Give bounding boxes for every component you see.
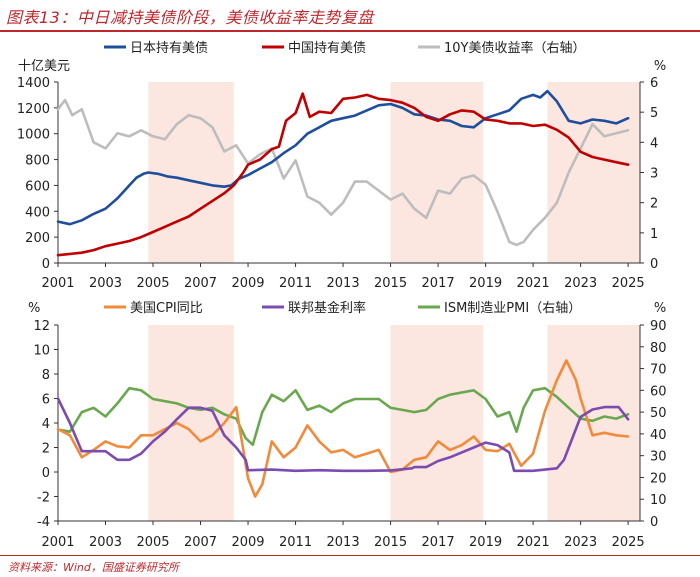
left-tick-label: 800: [25, 154, 50, 169]
legend-label: 联邦基金利率: [288, 300, 366, 316]
left-tick-label: 0: [42, 257, 50, 272]
x-tick-label: 2025: [612, 276, 645, 291]
x-tick-label: 2005: [136, 276, 169, 291]
left-tick-label: 1400: [17, 76, 50, 91]
shaded-period: [148, 325, 234, 521]
right-tick-label: 4: [650, 136, 658, 151]
source-note: 资料来源：Wind，国盛证券研究所: [8, 561, 179, 574]
left-tick-label: 12: [33, 319, 50, 334]
shaded-period: [547, 325, 640, 521]
title-rule: [0, 30, 700, 32]
right-axis-unit: %: [654, 59, 666, 74]
x-tick-label: 2025: [612, 535, 645, 550]
series-line: [56, 92, 630, 257]
right-tick-label: 50: [650, 406, 667, 421]
right-tick-label: 60: [650, 384, 667, 399]
x-tick-label: 2017: [422, 276, 455, 291]
left-tick-label: 1000: [17, 128, 50, 143]
left-tick-label: -2: [37, 491, 50, 506]
x-tick-label: 2001: [41, 535, 74, 550]
left-tick-label: 6: [42, 393, 50, 408]
x-tick-label: 2015: [374, 535, 407, 550]
x-tick-label: 2007: [184, 535, 217, 550]
left-tick-label: 8: [42, 368, 50, 383]
right-tick-label: 0: [650, 515, 658, 530]
left-tick-label: 2: [42, 442, 50, 457]
legend-label: 10Y美债收益率（右轴）: [444, 40, 585, 56]
left-tick-label: 0: [42, 466, 50, 481]
right-tick-label: 1: [650, 227, 658, 242]
x-tick-label: 2001: [41, 276, 74, 291]
series-line: [56, 89, 630, 226]
left-tick-label: 600: [25, 179, 50, 194]
right-tick-label: 6: [650, 76, 658, 91]
right-tick-label: 70: [650, 363, 667, 378]
x-tick-label: 2003: [89, 276, 122, 291]
source-rule: [0, 555, 700, 556]
x-tick-label: 2009: [231, 276, 264, 291]
left-tick-label: -4: [37, 515, 50, 530]
left-tick-label: 10: [33, 344, 50, 359]
right-tick-label: 10: [650, 493, 667, 508]
series-line: [56, 386, 630, 447]
series-line: [56, 98, 630, 247]
left-axis-unit: 十亿美元: [18, 59, 70, 74]
right-axis-unit: %: [654, 301, 666, 316]
right-tick-label: 2: [650, 197, 658, 212]
right-tick-label: 80: [650, 341, 667, 356]
right-tick-label: 5: [650, 106, 658, 121]
legend-label: 中国持有美债: [288, 41, 366, 56]
series-line: [56, 359, 630, 498]
legend-label: 美国CPI同比: [130, 301, 203, 316]
x-tick-label: 2007: [184, 276, 217, 291]
left-tick-label: 1200: [17, 102, 50, 117]
figure-title: 图表13：中日减持美债阶段，美债收益率走势复盘: [6, 8, 374, 27]
x-tick-label: 2013: [327, 276, 360, 291]
bottom-chart-panel: -4 -2 0 2 4 6 8 10 12 0 10 20 30 40 50 60 70 80 90 2001 2003…: [28, 300, 667, 550]
shaded-period: [390, 325, 484, 521]
x-tick-label: 2011: [279, 535, 312, 550]
left-tick-label: 200: [25, 231, 50, 246]
right-tick-label: 3: [650, 167, 658, 182]
x-tick-label: 2021: [517, 276, 550, 291]
top-chart-panel: 0 200 400 600 800 1000 1200 1400 0 1 2 3 4 5 6 2001 2003…: [17, 40, 666, 291]
x-tick-label: 2005: [136, 535, 169, 550]
left-axis-unit: %: [28, 301, 40, 316]
legend-label: ISM制造业PMI（右轴）: [444, 301, 581, 316]
x-tick-label: 2021: [517, 535, 550, 550]
x-tick-label: 2019: [469, 535, 502, 550]
left-tick-label: 400: [25, 205, 50, 220]
right-tick-label: 0: [650, 257, 658, 272]
right-tick-label: 40: [650, 428, 667, 443]
x-tick-label: 2019: [469, 276, 502, 291]
right-tick-label: 30: [650, 450, 667, 465]
shaded-period: [148, 82, 234, 263]
x-tick-label: 2003: [89, 535, 122, 550]
right-tick-label: 90: [650, 319, 667, 334]
x-tick-label: 2017: [422, 535, 455, 550]
x-tick-label: 2023: [564, 535, 597, 550]
x-tick-label: 2023: [564, 276, 597, 291]
x-tick-label: 2011: [279, 276, 312, 291]
series-line: [56, 397, 630, 473]
right-tick-label: 20: [650, 471, 667, 486]
x-tick-label: 2013: [327, 535, 360, 550]
x-tick-label: 2009: [231, 535, 264, 550]
left-tick-label: 4: [42, 417, 50, 432]
legend-label: 日本持有美债: [130, 41, 208, 56]
x-tick-label: 2015: [374, 276, 407, 291]
